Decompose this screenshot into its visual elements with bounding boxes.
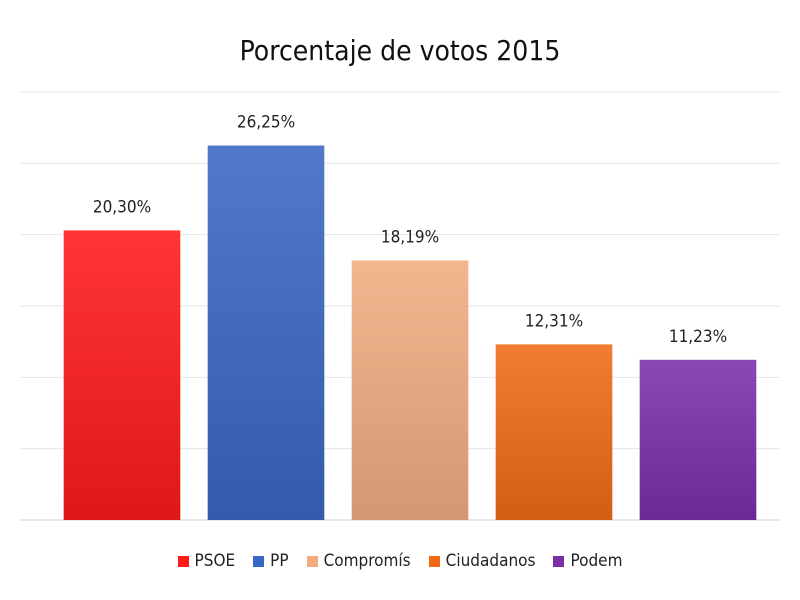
legend-swatch: [306, 555, 318, 567]
data-label-compromís: 18,19%: [381, 227, 439, 247]
bar-pp: [207, 145, 325, 520]
legend-item-podem: Podem: [553, 551, 622, 571]
legend-label: Podem: [570, 551, 623, 571]
legend-swatch: [253, 555, 265, 567]
legend-label: PP: [270, 551, 289, 571]
bar-compromís: [351, 260, 469, 520]
legend-label: Ciudadanos: [445, 551, 536, 571]
data-label-ciudadanos: 12,31%: [525, 311, 583, 331]
data-label-psoe: 20,30%: [93, 197, 151, 217]
legend-swatch: [553, 555, 565, 567]
data-label-podem: 11,23%: [669, 327, 727, 347]
legend-item-compromís: Compromís: [306, 551, 411, 571]
bar-podem: [639, 359, 757, 520]
bar-psoe: [63, 230, 181, 521]
legend-item-psoe: PSOE: [177, 551, 236, 571]
legend-label: PSOE: [194, 551, 236, 571]
data-label-pp: 26,25%: [237, 113, 295, 133]
legend: PSOE PP Compromís Ciudadanos Podem: [0, 551, 800, 571]
legend-swatch: [177, 555, 189, 567]
legend-label: Compromís: [323, 551, 411, 571]
legend-item-ciudadanos: Ciudadanos: [428, 551, 536, 571]
chart-title: Porcentaje de votos 2015: [239, 34, 561, 67]
legend-swatch: [428, 555, 440, 567]
bar-ciudadanos: [495, 344, 613, 520]
legend-item-pp: PP: [253, 551, 289, 571]
